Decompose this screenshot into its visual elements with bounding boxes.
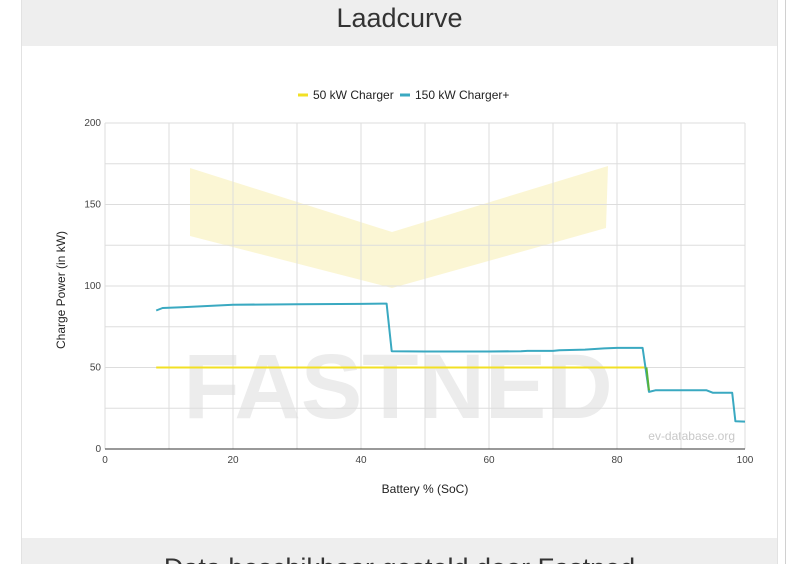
x-tick-label: 0 (102, 455, 108, 466)
x-tick-label: 60 (483, 455, 495, 466)
y-axis-title: Charge Power (in kW) (54, 231, 68, 349)
y-tick-label: 200 (84, 118, 101, 129)
series-line-150kw (155, 302, 746, 423)
ev-database-watermark: ev-database.org (648, 429, 735, 443)
footer-text: Data beschikbaar gesteld door Fastned (22, 550, 777, 564)
page-title: Laadcurve (336, 3, 463, 33)
right-edge (778, 0, 800, 564)
x-tick-label: 40 (355, 455, 367, 466)
series (155, 302, 746, 423)
header-band: Laadcurve (22, 0, 777, 46)
series-transition-line (645, 367, 650, 391)
right-edge-line (785, 0, 786, 564)
watermark-layer: FASTNED ev-database.org (183, 166, 735, 443)
y-tick-label: 150 (84, 200, 101, 211)
chart-card: Laadcurve Data beschikbaar gesteld door … (21, 0, 778, 564)
x-tick-label: 100 (737, 455, 754, 466)
x-axis-title: Battery % (SoC) (382, 482, 469, 496)
axes: 0 20 40 60 80 100 0 50 100 150 200 (84, 118, 753, 466)
footer-band: Data beschikbaar gesteld door Fastned (22, 538, 777, 564)
legend: 50 kW Charger 150 kW Charger+ (298, 88, 509, 102)
x-tick-label: 20 (227, 455, 239, 466)
fastned-watermark-text: FASTNED (183, 336, 612, 438)
x-tick-label: 80 (611, 455, 623, 466)
legend-label: 150 kW Charger+ (415, 88, 509, 102)
y-tick-label: 50 (90, 363, 102, 374)
y-tick-label: 0 (95, 444, 101, 455)
fastned-logo-watermark (190, 166, 608, 288)
legend-label: 50 kW Charger (313, 88, 394, 102)
y-tick-label: 100 (84, 281, 101, 292)
